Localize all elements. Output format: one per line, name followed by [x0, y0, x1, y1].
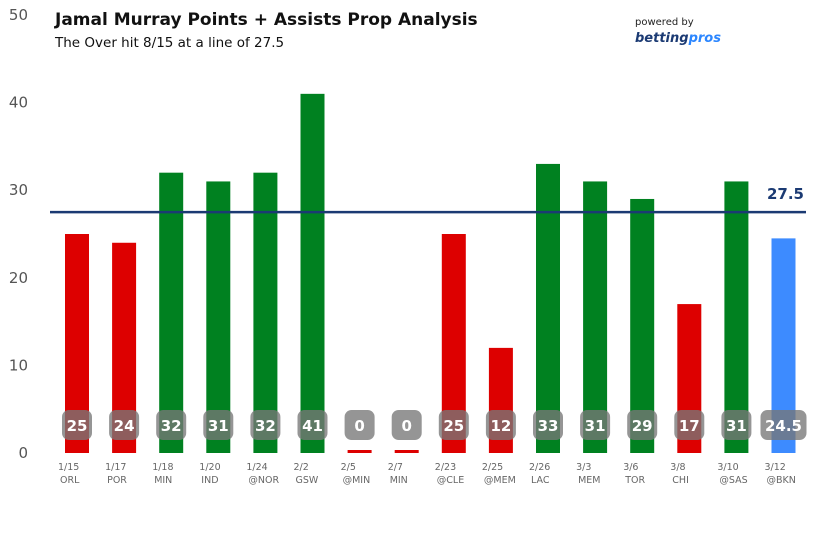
x-tick-date: 2/5	[341, 462, 356, 473]
x-tick-opponent: MIN	[154, 475, 172, 486]
value-label-box	[297, 410, 328, 440]
x-tick-date: 3/3	[576, 462, 591, 473]
value-label: 24	[114, 417, 135, 435]
y-tick-label: 20	[9, 269, 28, 287]
value-label: 12	[490, 417, 511, 435]
x-tick-opponent: TOR	[624, 475, 645, 486]
x-tick-date: 3/12	[765, 462, 786, 473]
y-tick-label: 0	[18, 444, 28, 462]
x-tick-opponent: GSW	[296, 475, 319, 486]
x-tick-date: 3/8	[670, 462, 685, 473]
x-tick-opponent: ORL	[60, 475, 80, 486]
value-label-box	[438, 410, 469, 440]
chart-title: Jamal Murray Points + Assists Prop Analy…	[55, 10, 478, 30]
x-tick-opponent: @MIN	[343, 475, 371, 486]
x-tick-opponent: @NOR	[248, 475, 279, 486]
logo-accent-text: pros	[688, 31, 721, 46]
x-tick-opponent: MEM	[578, 475, 600, 486]
x-tick-date: 2/2	[294, 462, 309, 473]
bar	[536, 163, 560, 454]
x-tick-date: 1/18	[152, 462, 173, 473]
x-tick-date: 1/17	[105, 462, 126, 473]
x-tick-date: 2/26	[529, 462, 550, 473]
x-tick-opponent: POR	[107, 475, 127, 486]
x-tick-opponent: @SAS	[719, 475, 747, 486]
logo-main-text: betting	[635, 31, 689, 46]
x-tick-date: 1/20	[199, 462, 220, 473]
value-label-box	[109, 410, 140, 440]
value-label-box	[760, 410, 807, 440]
value-label: 25	[67, 417, 88, 435]
bar	[159, 172, 184, 453]
value-label-box	[580, 410, 611, 440]
x-tick-date: 3/6	[623, 462, 638, 473]
value-label: 41	[302, 417, 323, 435]
value-label: 31	[208, 417, 229, 435]
value-label-box	[62, 410, 92, 440]
y-tick-label: 30	[9, 181, 28, 199]
x-tick-opponent: LAC	[531, 475, 550, 486]
value-label-box	[627, 410, 658, 440]
bar	[253, 172, 278, 453]
x-tick-opponent: @BKN	[767, 475, 796, 486]
value-label: 0	[401, 417, 411, 435]
x-tick-date: 2/7	[388, 462, 403, 473]
value-label-box	[344, 410, 375, 440]
x-tick-opponent: IND	[201, 475, 218, 486]
value-label-box	[485, 410, 516, 440]
x-tick-date: 2/25	[482, 462, 503, 473]
value-label-box	[533, 410, 563, 440]
value-label: 25	[443, 417, 464, 435]
x-tick-date: 2/23	[435, 462, 456, 473]
value-label: 33	[538, 417, 559, 435]
y-tick-label: 50	[9, 6, 28, 24]
bar	[206, 181, 231, 453]
y-tick-label: 10	[9, 356, 28, 374]
bettingpros-logo: bettingpros	[635, 31, 745, 46]
x-tick-date: 1/24	[246, 462, 267, 473]
bar	[394, 450, 419, 453]
brand-block: powered by bettingpros	[635, 17, 745, 46]
value-label-box	[721, 410, 752, 440]
x-tick-date: 3/10	[717, 462, 738, 473]
bar	[347, 450, 372, 453]
y-tick-label: 40	[9, 94, 28, 112]
bar	[724, 181, 749, 453]
x-tick-opponent: CHI	[672, 475, 689, 486]
value-label-box	[250, 410, 281, 440]
value-label-box	[674, 410, 705, 440]
value-label: 32	[255, 417, 276, 435]
x-tick-date: 1/15	[58, 462, 79, 473]
value-label: 0	[354, 417, 364, 435]
powered-by-text: powered by	[635, 17, 694, 28]
value-label-box	[391, 410, 422, 440]
value-label: 32	[161, 417, 182, 435]
value-label: 17	[679, 417, 700, 435]
x-tick-opponent: @CLE	[437, 475, 464, 486]
x-tick-opponent: @MEM	[484, 475, 516, 486]
value-label: 29	[632, 417, 653, 435]
value-label-box	[156, 410, 187, 440]
chart-subtitle: The Over hit 8/15 at a line of 27.5	[55, 35, 285, 51]
threshold-label: 27.5	[767, 185, 804, 203]
value-label: 31	[585, 417, 606, 435]
bar	[583, 181, 608, 453]
value-label-box	[203, 410, 234, 440]
value-label: 24.5	[765, 417, 802, 435]
bar	[300, 93, 325, 453]
value-label: 31	[726, 417, 747, 435]
x-tick-opponent: MIN	[390, 475, 408, 486]
